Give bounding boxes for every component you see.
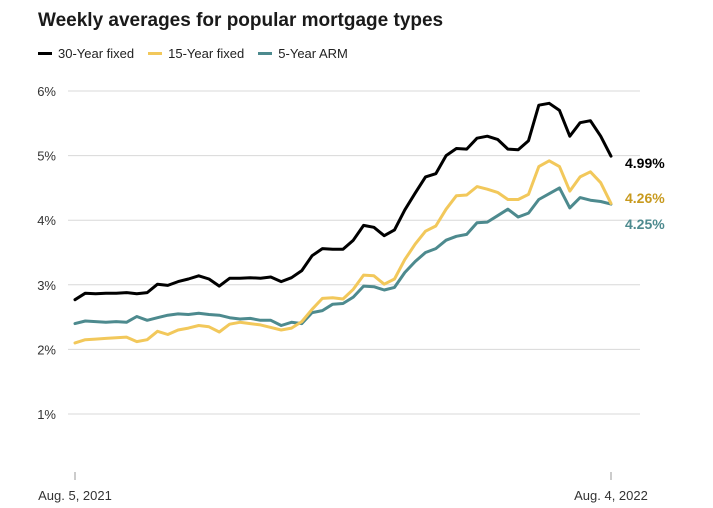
legend-label-5-year-arm: 5-Year ARM	[278, 46, 348, 61]
series-line-30-year-fixed	[73, 101, 613, 302]
legend-item-30-year: 30-Year fixed	[38, 46, 134, 61]
y-tick-label: 5%	[37, 149, 56, 164]
legend: 30-Year fixed 15-Year fixed 5-Year ARM	[38, 46, 348, 61]
series-line-5-year-arm	[73, 186, 613, 327]
end-label-5-year-arm: 4.25%	[625, 216, 665, 232]
legend-swatch-15-year	[148, 52, 163, 55]
x-tick-label-start: Aug. 5, 2021	[38, 488, 112, 503]
y-tick-label: 3%	[37, 278, 56, 293]
chart-title: Weekly averages for popular mortgage typ…	[38, 10, 444, 31]
series-line-15-year-fixed	[73, 159, 613, 345]
x-tick-label-end: Aug. 4, 2022	[574, 488, 648, 503]
end-label-30-year-fixed: 4.99%	[625, 155, 665, 171]
y-tick-label: 2%	[37, 342, 56, 357]
y-tick-label: 6%	[37, 84, 56, 99]
legend-swatch-30-year	[38, 52, 52, 55]
y-tick-label: 1%	[37, 407, 56, 422]
y-tick-label: 4%	[37, 213, 56, 228]
legend-label-30-year: 30-Year fixed	[58, 46, 135, 61]
legend-item-5-year-arm: 5-Year ARM	[258, 46, 348, 61]
legend-item-15-year: 15-Year fixed	[148, 46, 244, 61]
end-label-15-year-fixed: 4.26%	[625, 190, 665, 206]
legend-label-15-year: 15-Year fixed	[168, 46, 245, 61]
legend-swatch-5-year-arm	[258, 52, 273, 55]
